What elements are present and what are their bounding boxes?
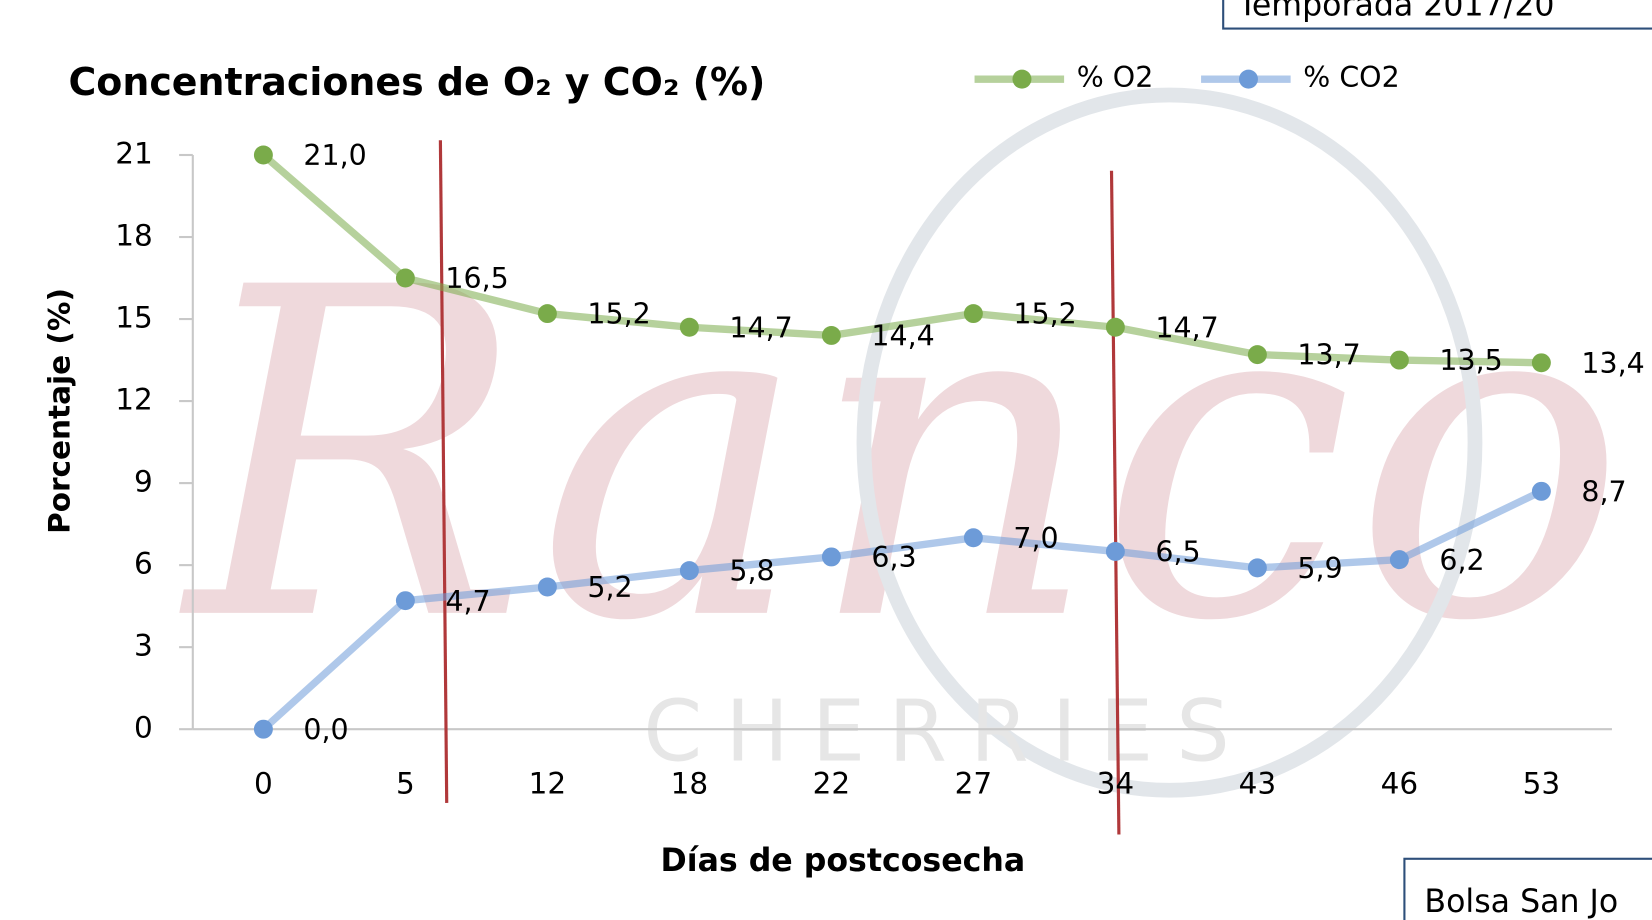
legend-marker (1012, 69, 1032, 89)
point (679, 561, 699, 581)
y-tick-label: 21 (115, 136, 153, 170)
box-text: Temporada 2017/20 (1237, 0, 1555, 23)
watermark-ring (856, 87, 1483, 798)
y-tick-label: 18 (115, 219, 153, 253)
y-tick-label: 0 (134, 711, 153, 745)
chart-title: Concentraciones de O₂ y CO₂ (%) (68, 60, 765, 104)
data-label: 6,2 (1439, 544, 1484, 577)
x-tick-label: 22 (813, 767, 851, 801)
data-label: 13,4 (1581, 347, 1644, 380)
point (679, 317, 699, 337)
data-label: 14,7 (1155, 311, 1218, 344)
point (1531, 481, 1551, 501)
legend-label: % CO2 (1303, 61, 1399, 94)
point (1389, 550, 1409, 570)
point (537, 577, 557, 597)
x-axis-title: Días de postcosecha (661, 843, 1026, 879)
data-label: 13,5 (1439, 344, 1502, 377)
point (1389, 350, 1409, 370)
legend-marker (1239, 69, 1258, 89)
legend-label: % O2 (1077, 61, 1154, 94)
point (253, 145, 273, 165)
point (395, 268, 415, 288)
point (537, 304, 557, 324)
y-axis-title: Porcentaje (%) (43, 288, 77, 534)
data-label: 5,9 (1297, 552, 1342, 585)
series-line (260, 152, 1542, 367)
point (821, 325, 841, 345)
point (963, 528, 983, 548)
box-text: Bolsa San Jo (1424, 884, 1618, 920)
watermark-word: CHERRIES (643, 683, 1253, 781)
data-label: 4,7 (445, 585, 490, 618)
data-label: 8,7 (1581, 475, 1626, 508)
point (1247, 345, 1267, 365)
point (963, 304, 983, 324)
data-label: 16,5 (445, 262, 508, 295)
y-tick-label: 3 (134, 629, 153, 663)
point (821, 547, 841, 567)
data-label: 14,7 (729, 311, 792, 344)
x-tick-label: 18 (671, 767, 709, 801)
data-label: 14,4 (871, 320, 934, 353)
x-tick-label: 0 (254, 767, 273, 801)
data-label: 13,7 (1297, 339, 1360, 372)
y-tick-label: 12 (115, 383, 153, 417)
data-label: 5,8 (729, 555, 774, 588)
point (1105, 317, 1125, 337)
point (1105, 541, 1125, 561)
data-label: 7,0 (1013, 522, 1058, 555)
data-label: 0,0 (303, 713, 348, 746)
x-tick-label: 53 (1523, 767, 1561, 801)
box (1222, 0, 1652, 30)
x-tick-label: 34 (1097, 767, 1135, 801)
x-tick-label: 5 (396, 767, 415, 801)
data-label: 5,2 (587, 571, 632, 604)
x-tick-label: 27 (955, 767, 993, 801)
series-line (260, 487, 1543, 732)
data-label: 6,3 (871, 541, 916, 574)
data-label: 15,2 (587, 298, 650, 331)
y-tick-label: 6 (134, 547, 153, 581)
box (1403, 857, 1652, 920)
y-tick-label: 9 (134, 465, 153, 499)
x-tick-label: 46 (1381, 767, 1419, 801)
point (1531, 353, 1551, 373)
y-tick-label: 15 (115, 301, 153, 335)
point (1247, 558, 1267, 578)
data-label: 21,0 (303, 139, 366, 172)
x-tick-label: 43 (1239, 767, 1277, 801)
point (395, 591, 415, 611)
data-label: 6,5 (1155, 536, 1200, 569)
point (253, 719, 273, 739)
data-label: 15,2 (1013, 298, 1076, 331)
x-tick-label: 12 (529, 767, 567, 801)
marker-line (438, 140, 449, 803)
marker-line (1109, 170, 1121, 835)
